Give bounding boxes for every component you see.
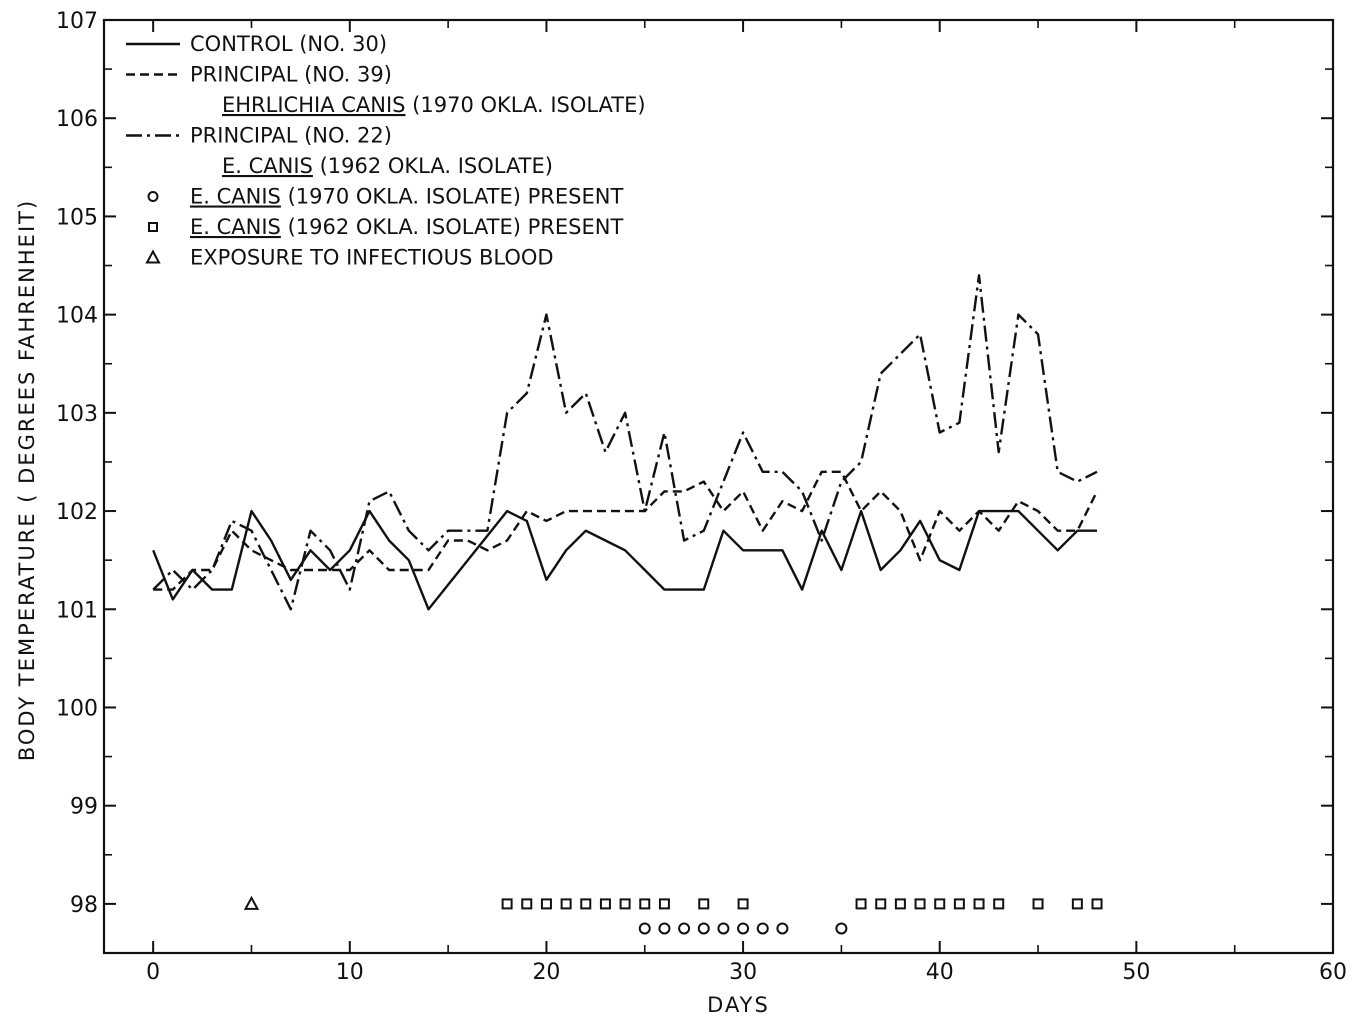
marker-1962-present xyxy=(560,898,572,910)
legend-marker-triangle xyxy=(145,249,161,264)
axis-ticks xyxy=(104,19,1334,953)
marker-exposure xyxy=(243,895,260,910)
series-line-p39 xyxy=(153,470,1099,591)
marker-1962-present xyxy=(914,898,926,910)
legend-sublabel-p22: E. CANIS (1962 OKLA. ISOLATE) xyxy=(222,154,553,178)
marker-1962-present xyxy=(599,898,611,910)
marker-1962-present xyxy=(698,898,710,910)
marker-1962-present xyxy=(953,898,965,910)
x-axis-label: DAYS xyxy=(707,993,770,1017)
x-tick-label: 20 xyxy=(532,960,560,985)
marker-1962-present xyxy=(855,898,867,910)
presence-markers xyxy=(243,895,1103,935)
legend-label-exposure: EXPOSURE TO INFECTIOUS BLOOD xyxy=(190,246,554,270)
y-tick-label: 101 xyxy=(56,598,98,623)
marker-1970-present xyxy=(776,922,789,935)
legend: CONTROL (NO. 30) PRINCIPAL (NO. 39) EHRLIC… xyxy=(126,32,646,270)
marker-1962-present xyxy=(1091,898,1103,910)
marker-1962-present xyxy=(1071,898,1083,910)
marker-1962-present xyxy=(875,898,887,910)
marker-1962-present xyxy=(993,898,1005,910)
marker-1970-present xyxy=(638,922,651,935)
legend-label-m1970: E. CANIS (1970 OKLA. ISOLATE) PRESENT xyxy=(190,185,623,209)
series-line-p22 xyxy=(152,274,1098,611)
legend-sublabel-p39: EHRLICHIA CANIS (1970 OKLA. ISOLATE) xyxy=(222,93,646,117)
marker-1962-present xyxy=(737,898,749,910)
marker-1970-present xyxy=(835,922,848,935)
x-tick-label: 0 xyxy=(146,960,160,985)
marker-1962-present xyxy=(658,898,670,910)
marker-1962-present xyxy=(934,898,946,910)
legend-label-p39: PRINCIPAL (NO. 39) xyxy=(190,63,392,87)
legend-marker-circle xyxy=(147,191,159,202)
legend-label-control: CONTROL (NO. 30) xyxy=(190,32,387,56)
legend-label-p22: PRINCIPAL (NO. 22) xyxy=(190,124,392,148)
y-tick-label: 103 xyxy=(56,402,98,427)
marker-1970-present xyxy=(756,922,769,935)
y-tick-label: 106 xyxy=(56,107,98,132)
y-tick-label: 102 xyxy=(56,500,98,525)
y-tick-label: 105 xyxy=(56,205,98,230)
y-tick-label: 107 xyxy=(56,9,98,34)
y-axis-label: BODY TEMPERATURE ( DEGREES FAHRENHEIT) xyxy=(15,199,39,761)
x-tick-label: 10 xyxy=(336,960,364,985)
x-tick-label: 50 xyxy=(1122,960,1150,985)
marker-1970-present xyxy=(717,922,730,935)
legend-label-m1962: E. CANIS (1962 OKLA. ISOLATE) PRESENT xyxy=(190,215,623,239)
marker-1962-present xyxy=(619,898,631,910)
marker-1962-present xyxy=(973,898,985,910)
y-tick-label: 98 xyxy=(70,893,98,918)
marker-1962-present xyxy=(540,898,552,910)
y-tick-label: 100 xyxy=(56,696,98,721)
x-tick-label: 40 xyxy=(926,960,954,985)
marker-1970-present xyxy=(697,922,710,935)
marker-1970-present xyxy=(658,922,671,935)
marker-1970-present xyxy=(678,922,691,935)
plot-frame xyxy=(102,18,1335,955)
marker-1962-present xyxy=(501,898,513,910)
marker-1970-present xyxy=(737,922,750,935)
y-tick-label: 104 xyxy=(56,304,98,329)
legend-marker-square xyxy=(148,222,158,232)
marker-1962-present xyxy=(639,898,651,910)
x-tick-label: 60 xyxy=(1319,960,1347,985)
y-tick-label: 99 xyxy=(70,795,98,820)
marker-1962-present xyxy=(521,898,533,910)
series-line-control xyxy=(152,509,1097,611)
marker-1962-present xyxy=(894,898,906,910)
series-lines xyxy=(152,274,1099,611)
marker-1962-present xyxy=(1032,898,1044,910)
x-tick-label: 30 xyxy=(729,960,757,985)
marker-1962-present xyxy=(580,898,592,910)
axis-tick-labels: 0 10 20 30 40 50 60 98 99 100 101 102 103 104 105 106 10… xyxy=(56,9,1347,985)
